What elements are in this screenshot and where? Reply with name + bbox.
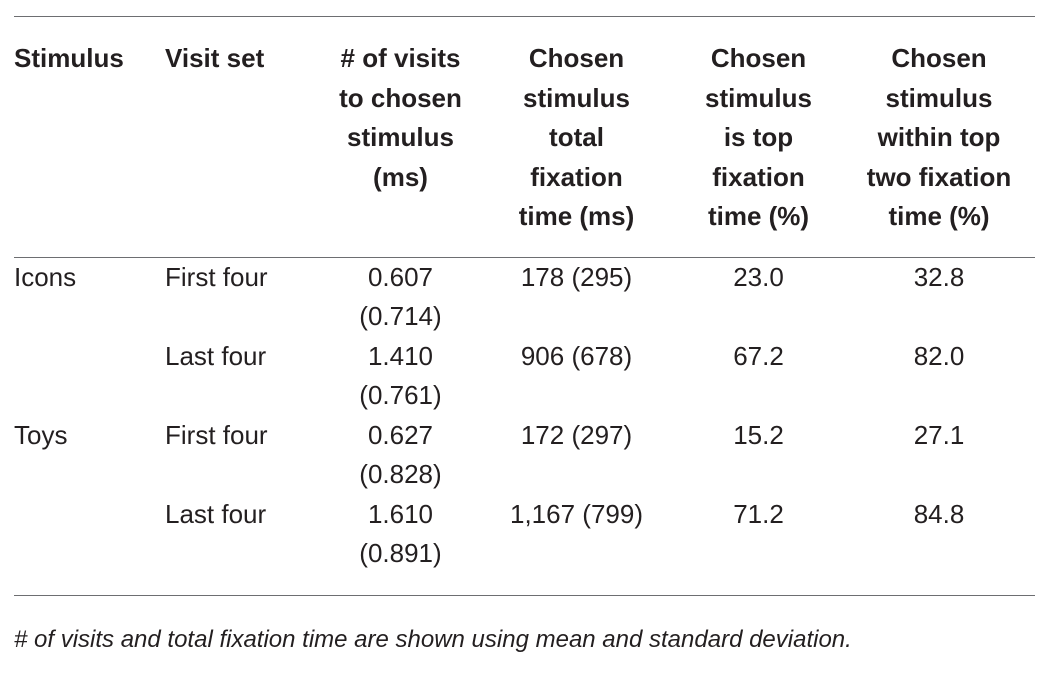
cell-visit-set: First four	[165, 261, 268, 292]
cell-stimulus	[14, 337, 165, 416]
header-total-fixation: Chosen stimulus total fixation time (ms)	[518, 43, 635, 231]
bottom-rule	[14, 594, 1035, 596]
table-row: Last four 1.410 (0.761) 906 (678) 67.2 8…	[14, 337, 1035, 416]
cell-top-fixation: 15.2	[733, 419, 784, 450]
cell-top-two-fixation: 82.0	[913, 340, 965, 371]
results-table: Stimulus Visit set # of visits to chosen…	[14, 17, 1035, 595]
cell-total-fixation: 172 (297)	[520, 419, 633, 450]
cell-stimulus: Toys	[14, 419, 68, 450]
cell-top-two-fixation: 32.8	[913, 261, 965, 292]
table-footnote: # of visits and total fixation time are …	[14, 626, 852, 653]
header-stimulus: Stimulus	[14, 43, 124, 73]
cell-num-visits: 1.610 (0.891)	[359, 498, 442, 569]
cell-visit-set: Last four	[165, 340, 267, 371]
cell-stimulus	[14, 495, 165, 595]
cell-top-two-fixation: 84.8	[913, 498, 965, 529]
cell-top-fixation: 71.2	[733, 498, 784, 529]
header-num-visits: # of visits to chosen stimulus (ms)	[339, 43, 462, 192]
table-row: Icons First four 0.607 (0.714) 178 (295)…	[14, 258, 1035, 337]
table-row: Last four 1.610 (0.891) 1,167 (799) 71.2…	[14, 495, 1035, 595]
header-row: Stimulus Visit set # of visits to chosen…	[14, 17, 1035, 257]
header-top-two-fixation: Chosen stimulus within top two fixation …	[866, 43, 1012, 231]
header-rule	[14, 256, 1035, 258]
cell-visit-set: Last four	[165, 498, 267, 529]
cell-num-visits: 0.607 (0.714)	[359, 261, 442, 332]
data-table-container: Stimulus Visit set # of visits to chosen…	[14, 16, 1035, 596]
cell-num-visits: 0.627 (0.828)	[359, 419, 442, 490]
cell-top-fixation: 23.0	[733, 261, 784, 292]
cell-total-fixation: 1,167 (799)	[510, 498, 643, 529]
cell-total-fixation: 178 (295)	[520, 261, 633, 292]
cell-top-fixation: 67.2	[733, 340, 784, 371]
table-row: Toys First four 0.627 (0.828) 172 (297) …	[14, 416, 1035, 495]
header-visit-set: Visit set	[165, 43, 265, 73]
header-top-fixation: Chosen stimulus is top fixation time (%)	[705, 43, 812, 231]
cell-stimulus: Icons	[14, 261, 77, 292]
cell-num-visits: 1.410 (0.761)	[359, 340, 442, 411]
cell-top-two-fixation: 27.1	[913, 419, 965, 450]
cell-total-fixation: 906 (678)	[520, 340, 633, 371]
cell-visit-set: First four	[165, 419, 268, 450]
top-rule	[14, 16, 1035, 17]
